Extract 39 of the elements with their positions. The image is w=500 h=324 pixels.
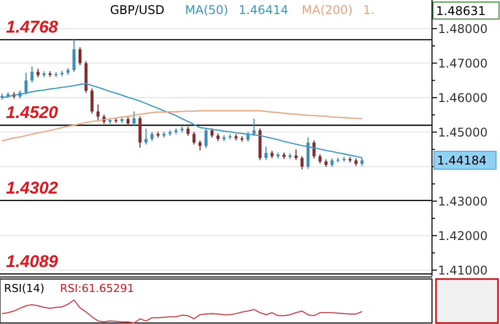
text: RSI:61.65291 — [60, 282, 134, 295]
annotation: 1. — [363, 3, 374, 17]
candlestick — [144, 128, 148, 146]
candlestick — [186, 126, 190, 136]
candlestick — [198, 140, 202, 151]
candlestick — [252, 118, 256, 136]
ref-line-label: 1.4302 — [6, 178, 59, 198]
candlestick — [204, 128, 208, 149]
text: 1.44184 — [437, 153, 487, 168]
chart-title: RSI(14) — [4, 282, 44, 295]
annotation: 1.46414 — [238, 3, 288, 17]
y-tick-label: 1.41000 — [438, 263, 488, 278]
y-tick-label: 1.45000 — [438, 125, 488, 140]
candlestick — [150, 131, 154, 142]
candlestick — [192, 131, 196, 146]
ref-line-label: 1.4520 — [6, 103, 59, 122]
y-tick-label: 1.42000 — [438, 228, 488, 243]
y-tick-label: 1.46000 — [438, 90, 488, 105]
candlestick — [78, 46, 82, 66]
candlestick — [72, 39, 76, 73]
candlestick — [264, 146, 268, 161]
ref-line-label: 1.4089 — [6, 252, 59, 271]
y-tick-label: 1.48000 — [438, 22, 488, 36]
candlestick — [90, 88, 94, 114]
chart-title: GBP/USD — [110, 3, 164, 17]
candlestick — [132, 110, 136, 126]
candlestick — [312, 140, 316, 159]
text: 1.48631 — [436, 4, 486, 18]
y-tick-label: 1.47000 — [438, 56, 488, 70]
candlestick — [210, 128, 214, 138]
candlestick — [294, 148, 298, 161]
text: MA(200) — [302, 3, 353, 17]
ref-line-label: 1.4768 — [6, 18, 59, 37]
y-tick-label: 1.43000 — [438, 194, 488, 208]
text: MA(50) — [185, 3, 228, 17]
candlestick — [30, 66, 34, 83]
candlestick — [300, 155, 304, 170]
candlestick — [96, 104, 100, 121]
candlestick — [318, 154, 322, 164]
